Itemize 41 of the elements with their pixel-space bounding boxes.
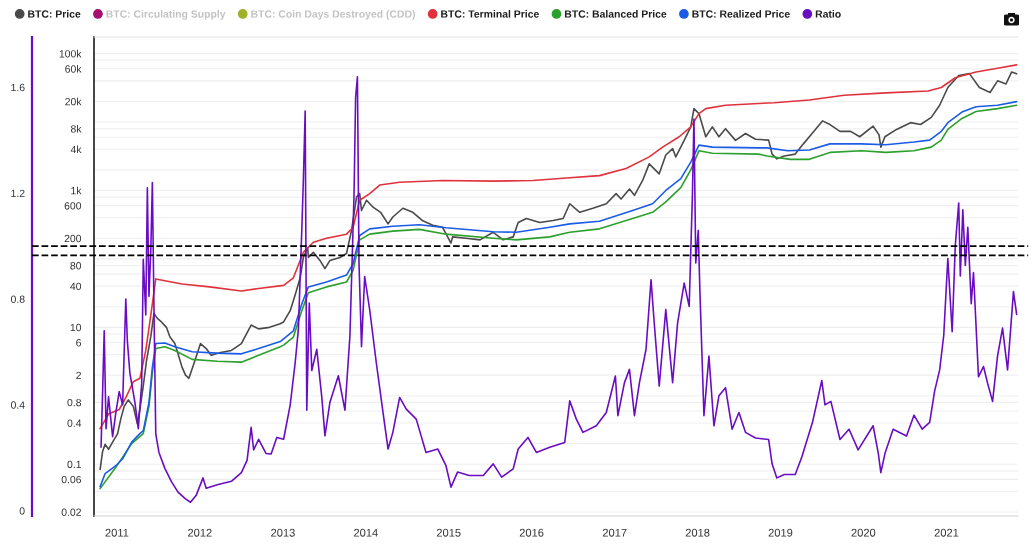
legend-label: BTC: Realized Price	[692, 10, 790, 18]
y-tick-label: 10	[70, 323, 82, 332]
x-tick-label: 2013	[271, 528, 295, 537]
y-tick-label: 4k	[70, 145, 82, 154]
y-tick-label: 0.06	[61, 475, 82, 484]
x-tick-label: 2015	[436, 528, 461, 537]
x-tick-label: 2019	[768, 528, 793, 537]
y-tick-label: 200	[64, 234, 82, 243]
y-tick-label: 1k	[71, 186, 82, 195]
x-tick-label: 2021	[934, 528, 959, 537]
legend-label: BTC: Circulating Supply	[106, 10, 226, 20]
y-tick-label: 0.4	[67, 419, 82, 427]
y-tick-label: 40	[70, 282, 82, 291]
y2-tick-label: 1.2	[11, 189, 25, 197]
y-tick-label: 6	[76, 339, 82, 347]
legend-label: BTC: Balanced Price	[564, 10, 667, 18]
y-tick-label: 100k	[59, 49, 82, 58]
y2-tick-label: 0.8	[10, 295, 25, 303]
y-tick-label: 20k	[65, 97, 82, 106]
x-tick-label: 2016	[519, 528, 544, 537]
y-tick-label: 8k	[70, 124, 82, 133]
y-tick-label: 60k	[65, 65, 82, 73]
y2-tick-label: 0.4	[10, 401, 25, 409]
y-tick-label: 2	[76, 371, 81, 379]
x-tick-label: 2020	[851, 528, 876, 537]
x-tick-label: 2017	[602, 528, 627, 537]
legend-label: BTC: Terminal Price	[441, 10, 539, 18]
y2-tick-label: 1.6	[11, 83, 25, 92]
y-tick-label: 0.02	[61, 508, 81, 516]
y-tick-label: 0.8	[67, 398, 82, 407]
legend-label: Ratio	[815, 10, 841, 18]
y-tick-label: 600	[64, 202, 82, 210]
x-tick-label: 2011	[105, 528, 129, 537]
y-tick-label: 0.1	[67, 460, 81, 469]
x-tick-label: 2014	[354, 528, 378, 537]
y2-tick-label: 0	[19, 507, 25, 515]
x-tick-label: 2012	[188, 528, 212, 537]
x-tick-label: 2018	[685, 528, 710, 537]
legend-label: BTC: Coin Days Destroyed (CDD)	[251, 10, 415, 20]
y-tick-label: 80	[70, 262, 82, 270]
legend-label: BTC: Price	[28, 10, 81, 18]
